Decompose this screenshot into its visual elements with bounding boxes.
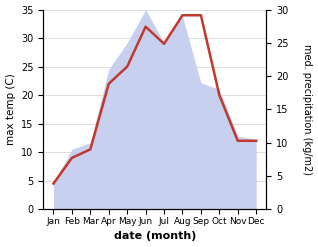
Y-axis label: max temp (C): max temp (C)	[5, 74, 16, 145]
Y-axis label: med. precipitation (kg/m2): med. precipitation (kg/m2)	[302, 44, 313, 175]
X-axis label: date (month): date (month)	[114, 231, 196, 242]
